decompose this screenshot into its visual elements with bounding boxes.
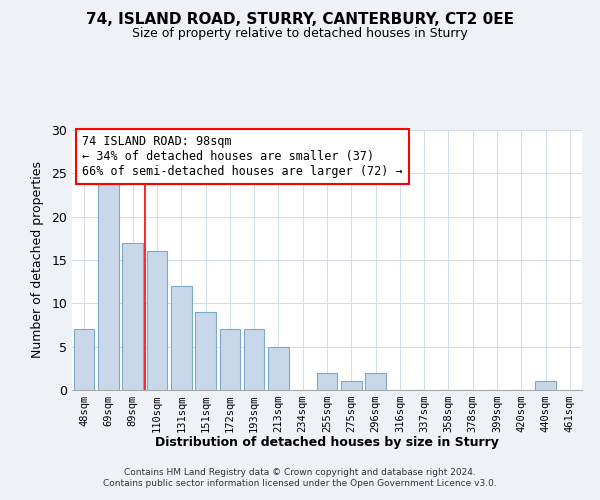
- Bar: [317, 372, 337, 390]
- Text: Distribution of detached houses by size in Sturry: Distribution of detached houses by size …: [155, 436, 499, 449]
- Bar: [365, 372, 386, 390]
- Bar: [220, 330, 240, 390]
- Text: Contains HM Land Registry data © Crown copyright and database right 2024.
Contai: Contains HM Land Registry data © Crown c…: [103, 468, 497, 487]
- Text: 74, ISLAND ROAD, STURRY, CANTERBURY, CT2 0EE: 74, ISLAND ROAD, STURRY, CANTERBURY, CT2…: [86, 12, 514, 28]
- Y-axis label: Number of detached properties: Number of detached properties: [31, 162, 44, 358]
- Bar: [268, 346, 289, 390]
- Text: 74 ISLAND ROAD: 98sqm
← 34% of detached houses are smaller (37)
66% of semi-deta: 74 ISLAND ROAD: 98sqm ← 34% of detached …: [82, 135, 403, 178]
- Bar: [122, 242, 143, 390]
- Text: Size of property relative to detached houses in Sturry: Size of property relative to detached ho…: [132, 28, 468, 40]
- Bar: [98, 182, 119, 390]
- Bar: [146, 252, 167, 390]
- Bar: [535, 382, 556, 390]
- Bar: [244, 330, 265, 390]
- Bar: [74, 330, 94, 390]
- Bar: [195, 312, 216, 390]
- Bar: [341, 382, 362, 390]
- Bar: [171, 286, 191, 390]
